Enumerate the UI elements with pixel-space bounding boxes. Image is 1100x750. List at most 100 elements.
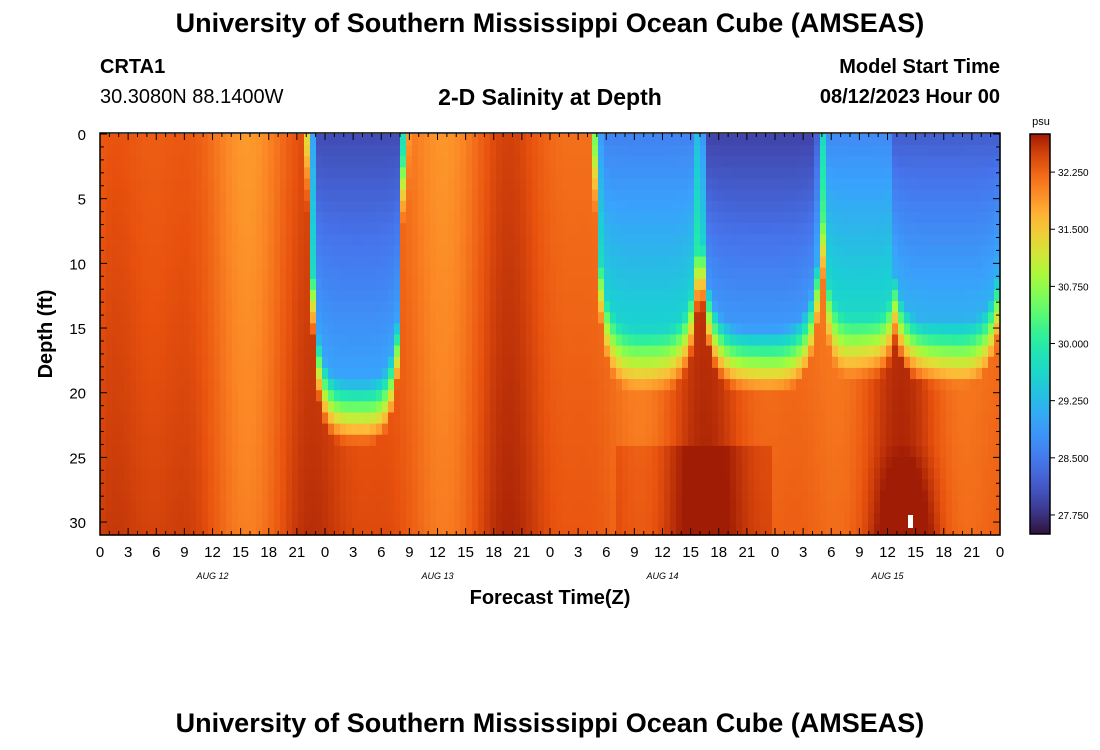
heatmap-cell: [328, 356, 335, 369]
heatmap-cell: [682, 379, 689, 391]
heatmap-cell: [142, 301, 149, 313]
heatmap-cell: [796, 412, 803, 425]
heatmap-cell: [904, 345, 911, 358]
heatmap-cell: [220, 223, 227, 235]
heatmap-cell: [202, 323, 209, 336]
heatmap-cell: [430, 445, 437, 458]
heatmap-cell: [904, 501, 911, 514]
heatmap-cell: [754, 245, 761, 258]
heatmap-cell: [862, 490, 869, 503]
heatmap-cell: [208, 267, 215, 280]
heatmap-cell: [226, 278, 233, 291]
heatmap-cell: [472, 156, 479, 169]
heatmap-cell: [904, 423, 911, 436]
heatmap-cell: [556, 223, 563, 235]
heatmap-cell: [208, 468, 215, 480]
heatmap-cell: [388, 512, 395, 525]
heatmap-cell: [214, 278, 221, 291]
heatmap-cell: [826, 501, 833, 514]
heatmap-cell: [838, 457, 845, 469]
heatmap-cell: [214, 245, 221, 258]
heatmap-cell: [340, 178, 347, 191]
heatmap-cell: [136, 457, 143, 469]
heatmap-cell: [352, 479, 359, 492]
heatmap-cell: [250, 245, 257, 258]
heatmap-cell: [262, 334, 269, 347]
heatmap-cell: [808, 178, 815, 191]
heatmap-cell: [658, 468, 665, 480]
heatmap-cell: [700, 501, 707, 514]
heatmap-cell: [388, 278, 395, 291]
heatmap-cell: [376, 145, 383, 157]
heatmap-cell: [454, 234, 461, 246]
heatmap-cell: [124, 445, 131, 458]
heatmap-cell: [196, 356, 203, 369]
heatmap-cell: [352, 189, 359, 202]
heatmap-cell: [496, 156, 503, 169]
heatmap-cell: [808, 289, 815, 302]
heatmap-cell: [334, 223, 341, 235]
heatmap-cell: [160, 200, 167, 213]
heatmap-cell: [400, 189, 407, 202]
heatmap-cell: [262, 278, 269, 291]
heatmap-cell: [712, 301, 719, 313]
heatmap-cell: [802, 401, 809, 414]
heatmap-cell: [502, 323, 509, 336]
heatmap-cell: [580, 490, 587, 503]
heatmap-cell: [850, 301, 857, 313]
heatmap-cell: [898, 445, 905, 458]
heatmap-cell: [190, 334, 197, 347]
heatmap-cell: [454, 523, 461, 536]
heatmap-cell: [910, 356, 917, 369]
heatmap-cell: [862, 401, 869, 414]
heatmap-cell: [502, 156, 509, 169]
heatmap-cell: [742, 323, 749, 336]
heatmap-cell: [544, 390, 551, 402]
heatmap-cell: [850, 289, 857, 302]
heatmap-cell: [142, 289, 149, 302]
heatmap-cell: [508, 245, 515, 258]
heatmap-cell: [796, 200, 803, 213]
heatmap-cell: [346, 468, 353, 480]
heatmap-cell: [802, 323, 809, 336]
heatmap-cell: [364, 167, 371, 180]
heatmap-cell: [178, 167, 185, 180]
heatmap-cell: [484, 434, 491, 447]
heatmap-cell: [802, 512, 809, 525]
heatmap-cell: [388, 312, 395, 324]
heatmap-cell: [502, 278, 509, 291]
heatmap-cell: [406, 145, 413, 157]
heatmap-cell: [850, 211, 857, 224]
heatmap-cell: [232, 423, 239, 436]
heatmap-cell: [598, 312, 605, 324]
heatmap-cell: [820, 256, 827, 269]
heatmap-cell: [502, 334, 509, 347]
heatmap-cell: [778, 523, 785, 536]
heatmap-cell: [400, 512, 407, 525]
heatmap-cell: [640, 479, 647, 492]
heatmap-cell: [892, 256, 899, 269]
heatmap-cell: [622, 457, 629, 469]
heatmap-cell: [778, 457, 785, 469]
heatmap-cell: [166, 334, 173, 347]
heatmap-cell: [442, 211, 449, 224]
heatmap-cell: [682, 423, 689, 436]
heatmap-cell: [412, 445, 419, 458]
heatmap-cell: [382, 312, 389, 324]
heatmap-cell: [832, 200, 839, 213]
heatmap-cell: [556, 523, 563, 536]
heatmap-cell: [718, 134, 725, 146]
heatmap-cell: [148, 468, 155, 480]
heatmap-cell: [814, 457, 821, 469]
heatmap-cell: [424, 278, 431, 291]
heatmap-cell: [112, 379, 119, 391]
heatmap-cell: [202, 457, 209, 469]
heatmap-cell: [442, 390, 449, 402]
heatmap-cell: [466, 223, 473, 235]
heatmap-cell: [208, 256, 215, 269]
heatmap-cell: [496, 289, 503, 302]
heatmap-cell: [202, 367, 209, 380]
heatmap-cell: [694, 390, 701, 402]
heatmap-cell: [778, 468, 785, 480]
heatmap-cell: [664, 479, 671, 492]
